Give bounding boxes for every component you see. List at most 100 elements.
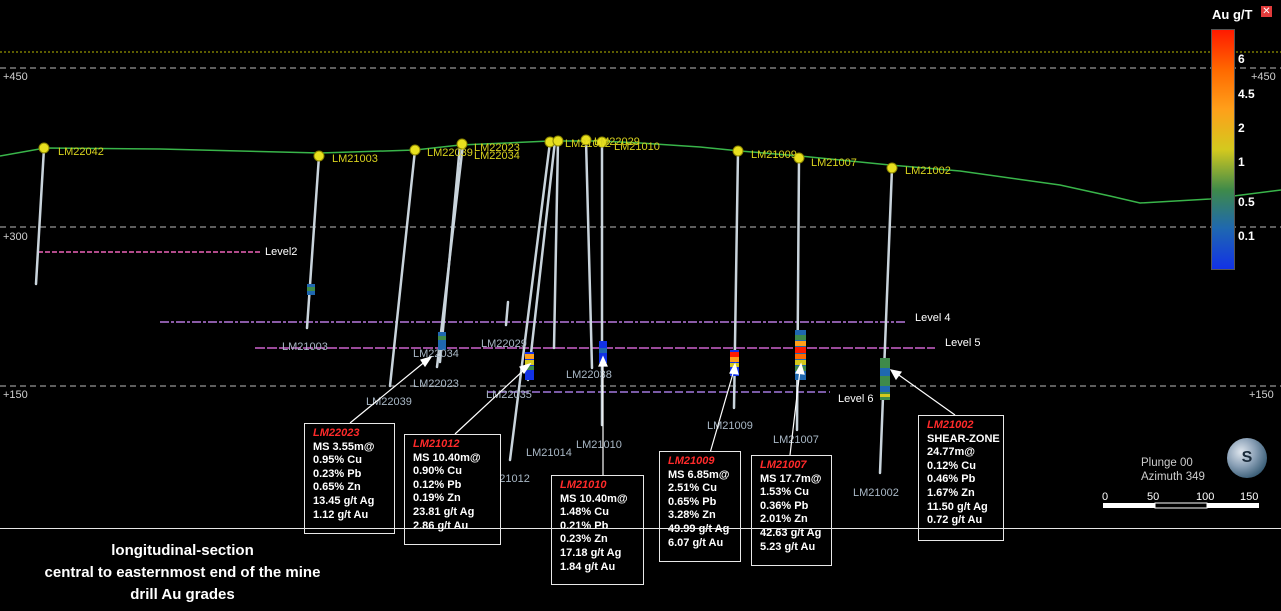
hole-labels: LM21003 LM22034 LM22023 LM22039 LM22029 …	[282, 338, 899, 499]
collar-label-lm21003: LM21003	[332, 153, 378, 165]
collar-lm22039[interactable]	[409, 144, 421, 156]
callout-line: 1.12 g/t Au	[313, 508, 369, 521]
pointer-arrow-lm21009	[729, 362, 739, 375]
collar-label-lm21007: LM21007	[811, 157, 857, 169]
intercept-lm21007-e	[795, 354, 806, 359]
collar-labels: LM22042 LM21003 LM22039 LM22023 LM22034 …	[58, 136, 951, 177]
hole-label-lm22039: LM22039	[366, 396, 412, 408]
legend-label-6: 6	[1238, 52, 1245, 66]
intercept-lm21003-b	[307, 287, 315, 291]
callout-line: 1.84 g/t Au	[560, 560, 616, 573]
level2-label: Level2	[265, 246, 297, 258]
collar-label-lm22039: LM22039	[427, 147, 473, 159]
callout-line: 0.65% Pb	[668, 495, 717, 508]
caption-line-2: central to easternmost end of the mine	[44, 564, 321, 581]
callout-line: 1.53% Cu	[760, 486, 809, 499]
scale-bar-seg-2	[1154, 502, 1208, 509]
pointer-arrow-lm21007	[795, 362, 805, 375]
hole-label-lm21003: LM21003	[282, 341, 328, 353]
callout-hole-name: LM21009	[668, 455, 715, 467]
collar-lm21007[interactable]	[793, 152, 805, 164]
hole-label-lm21009: LM21009	[707, 420, 753, 432]
callout-line: 17.18 g/t Ag	[560, 546, 622, 559]
level4-label: Level 4	[915, 312, 950, 324]
callout-line: 6.07 g/t Au	[668, 536, 724, 549]
drill-trace-lm21014	[526, 139, 557, 382]
hole-label-lm22035: LM22035	[486, 389, 532, 401]
callout-line: 1.48% Cu	[560, 506, 609, 519]
figure-caption: longitudinal-section central to easternm…	[0, 540, 365, 606]
intercept-lm21007-c	[795, 341, 806, 346]
view-orientation: Plunge 00 Azimuth 349	[1141, 456, 1205, 484]
collar-lm22034[interactable]	[456, 138, 468, 150]
intercept-lm22034	[438, 332, 446, 350]
callout-line: 11.50 g/t Ag	[927, 500, 988, 513]
callout-hole-name: LM21010	[560, 479, 607, 491]
callout-hole-name: LM22023	[313, 427, 360, 439]
drill-trace-lm21002	[878, 166, 894, 475]
scale-bar-seg-1	[1103, 503, 1155, 508]
scale-bar: 0 50 100 150	[1102, 491, 1259, 509]
drill-trace-lm22038	[584, 138, 594, 370]
collar-lm21002[interactable]	[886, 162, 898, 174]
intercept-lm22029-d	[525, 366, 534, 370]
hole-label-lm22034: LM22034	[413, 348, 459, 360]
collar-lm21010[interactable]	[596, 136, 608, 148]
collar-lm21014[interactable]	[552, 135, 564, 147]
collar-lm22038[interactable]	[580, 134, 592, 146]
drill-trace-lm22039	[388, 148, 417, 388]
intercept-lm21007-d	[795, 347, 806, 353]
drill-trace-lm22029	[552, 139, 560, 350]
elevation-label-300-left: +300	[3, 231, 28, 243]
scale-tick-100: 100	[1196, 491, 1214, 503]
level5-label: Level 5	[945, 337, 980, 349]
collar-label-lm21009: LM21009	[751, 149, 797, 161]
hole-label-lm22023: LM22023	[413, 378, 459, 390]
scale-tick-150: 150	[1240, 491, 1258, 503]
collar-lm21003[interactable]	[313, 150, 325, 162]
collar-lm21009[interactable]	[732, 145, 744, 157]
legend-label-2: 2	[1238, 121, 1245, 135]
callout-line: 23.81 g/t Ag	[413, 505, 475, 518]
orientation-globe-icon[interactable]: S	[1227, 438, 1267, 478]
callout-line: 2.51% Cu	[668, 482, 717, 495]
callout-lm21012: LM21012 MS 10.40m@ 0.90% Cu 0.12% Pb 0.1…	[404, 434, 501, 545]
callout-hole-name: LM21007	[760, 459, 807, 471]
footer-divider	[0, 528, 1281, 529]
intercept-lm21007-f	[795, 360, 806, 365]
plunge-text: Plunge 00	[1141, 457, 1193, 469]
legend-label-0-5: 0.5	[1238, 195, 1255, 209]
elevation-label-450-left: +450	[3, 71, 28, 83]
callout-pointers	[349, 355, 956, 475]
legend-title: Au g/T	[1212, 7, 1253, 22]
azimuth-text: Azimuth 349	[1141, 471, 1205, 483]
collar-label-lm22029: LM22029	[594, 136, 640, 148]
hole-label-lm22029: LM22029	[481, 338, 527, 350]
callout-line: 5.23 g/t Au	[760, 540, 816, 553]
pointer-lm22023	[349, 359, 428, 424]
drill-trace-short	[504, 300, 510, 327]
intercept-lm21009-c	[730, 357, 739, 362]
callout-line: 13.45 g/t Ag	[313, 494, 375, 507]
drill-trace-lm22023	[435, 142, 465, 369]
collar-lm22042[interactable]	[38, 142, 50, 154]
callout-hole-name: LM21012	[413, 438, 460, 450]
callout-line: 3.28% Zn	[668, 509, 716, 522]
legend-close-icon[interactable]: ✕	[1261, 6, 1272, 17]
grade-intercepts	[307, 284, 890, 400]
callout-line: 0.19% Zn	[413, 492, 461, 505]
pointer-lm21009	[709, 369, 735, 454]
hole-label-lm21007: LM21007	[773, 434, 819, 446]
callout-line: MS 3.55m@	[313, 440, 375, 453]
collar-label-lm22023: LM22023	[474, 142, 520, 154]
elevation-label-450-right: +450	[1251, 71, 1276, 83]
collar-label-lm21012: LM21012	[565, 138, 611, 150]
hole-label-lm21014: LM21014	[526, 447, 572, 459]
hole-label-lm22038: LM22038	[566, 369, 612, 381]
pointer-arrow-lm22023	[420, 355, 433, 368]
intercept-lm22029-c	[525, 360, 534, 365]
pointer-arrow-lm21002	[889, 369, 903, 381]
hole-label-lm21010: LM21010	[576, 439, 622, 451]
legend-label-4-5: 4.5	[1238, 87, 1255, 101]
